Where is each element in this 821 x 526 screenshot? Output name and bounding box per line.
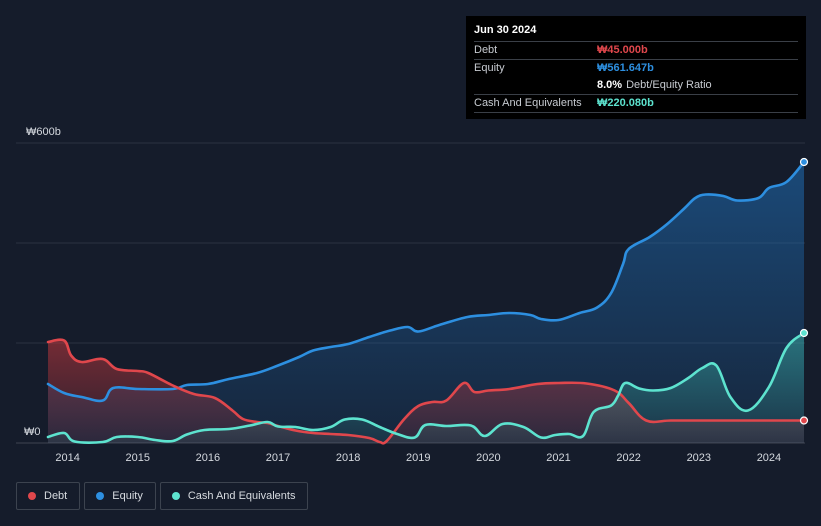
x-tick-2020: 2020 — [476, 452, 500, 464]
legend-label-cash: Cash And Equivalents — [187, 490, 296, 502]
tooltip-debt-value: ₩45.000b — [597, 44, 648, 56]
tooltip-cash-value: ₩220.080b — [597, 97, 654, 109]
x-tick-2023: 2023 — [687, 452, 711, 464]
x-tick-2022: 2022 — [616, 452, 640, 464]
tooltip-ratio-label: Debt/Equity Ratio — [626, 79, 712, 91]
legend-item-debt[interactable]: Debt — [16, 482, 81, 510]
legend-dot-debt-icon — [28, 492, 36, 500]
tooltip-cash-label: Cash And Equivalents — [474, 97, 582, 109]
tooltip-ratio-value: 8.0% — [597, 79, 623, 91]
tooltip-ratio: 8.0% Debt/Equity Ratio — [597, 77, 712, 94]
debt-end-marker — [799, 416, 809, 425]
x-tick-2024: 2024 — [757, 452, 781, 464]
cash-area — [48, 333, 804, 443]
x-tick-2015: 2015 — [126, 452, 150, 464]
y-axis-top-label: ₩600b — [26, 126, 61, 138]
series-areas — [48, 162, 804, 444]
cash-line — [46, 331, 806, 444]
x-tick-2016: 2016 — [196, 452, 220, 464]
equity-area — [48, 162, 804, 443]
tooltip-row-ratio: 8.0% Debt/Equity Ratio — [474, 77, 798, 94]
chart-legend: Debt Equity Cash And Equivalents — [16, 482, 309, 510]
tooltip-row-cash: Cash And Equivalents ₩220.080b — [474, 94, 798, 113]
legend-dot-equity-icon — [96, 492, 105, 500]
cash-end-marker — [799, 328, 809, 338]
equity-end-marker — [799, 157, 809, 167]
tooltip-date: Jun 30 2024 — [474, 24, 537, 36]
legend-label-equity: Equity — [112, 490, 143, 502]
legend-item-cash[interactable]: Cash And Equivalents — [159, 482, 309, 510]
tooltip-row-debt: Debt ₩45.000b — [474, 41, 798, 59]
x-tick-2019: 2019 — [406, 452, 430, 464]
x-tick-2021: 2021 — [546, 452, 570, 464]
tooltip-equity-value: ₩561.647b — [597, 62, 654, 74]
end-markers — [799, 157, 809, 425]
legend-item-equity[interactable]: Equity — [84, 482, 156, 510]
equity-line — [46, 160, 806, 403]
tooltip-row-equity: Equity ₩561.647b — [474, 59, 798, 77]
tooltip-equity-label: Equity — [474, 62, 505, 74]
debt-line — [46, 338, 806, 445]
series-lines — [46, 160, 806, 445]
x-axis-ticks: 2014 2015 2016 2017 2018 2019 2020 2021 2022 2023… — [55, 452, 781, 464]
tooltip-debt-label: Debt — [474, 44, 498, 56]
x-tick-2018: 2018 — [336, 452, 360, 464]
legend-dot-cash-icon — [171, 492, 180, 500]
x-tick-2014: 2014 — [55, 452, 79, 464]
x-tick-2017: 2017 — [266, 452, 290, 464]
legend-label-debt: Debt — [44, 490, 68, 502]
data-tooltip: Jun 30 2024 Debt ₩45.000b Equity ₩561.64… — [466, 16, 806, 119]
y-axis-bottom-label: ₩0 — [24, 426, 41, 438]
